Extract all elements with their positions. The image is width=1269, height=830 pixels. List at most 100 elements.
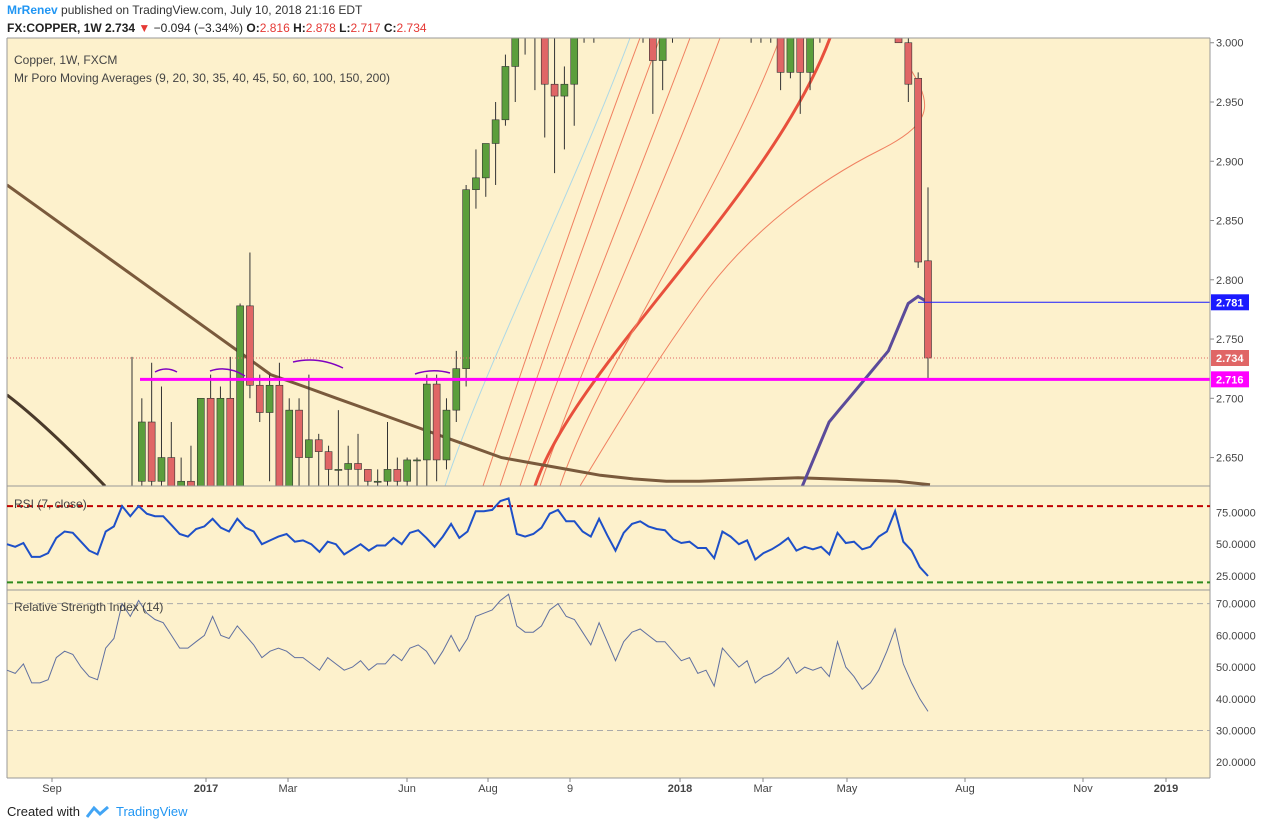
candle-body [550, 83, 559, 97]
ma-fan-line [444, 38, 631, 486]
candle [403, 457, 411, 486]
candle-body [177, 480, 185, 486]
candle-body [393, 469, 402, 482]
candle [750, 38, 752, 43]
price-tick-label: 2.950 [1216, 97, 1244, 109]
candle [275, 362, 284, 486]
price-axis: 3.000 2.950 2.900 2.850 2.800 2.750 2.700 2.650… [1210, 38, 1249, 465]
candle [640, 0, 647, 43]
price-tick-label: 2.850 [1216, 216, 1244, 228]
time-tick-label: Nov [1073, 783, 1093, 795]
price-marker-box [1211, 350, 1249, 366]
ma-purple-line [800, 294, 929, 486]
candle [560, 66, 569, 150]
candle-body [138, 421, 146, 482]
candle-body [501, 66, 510, 121]
candle-body [403, 459, 411, 482]
price-tick-label: 3.000 [1216, 38, 1244, 50]
candle-body [236, 305, 244, 486]
candle-body [669, 0, 676, 13]
price-tick-label: 2.650 [1216, 453, 1244, 465]
chart-background [7, 38, 1210, 778]
candle [904, 38, 913, 102]
candle-body [511, 38, 520, 67]
candle-body [481, 143, 490, 179]
candle-body [275, 384, 284, 486]
candle [305, 374, 313, 486]
candle [246, 252, 254, 399]
rsi7-panel[interactable]: 75.0000 50.0000 25.0000 [6, 497, 1256, 584]
time-tick-label: May [837, 783, 858, 795]
price-tick-label: 2.750 [1216, 334, 1244, 346]
candle-body [324, 451, 333, 470]
rsi14-panel[interactable]: 70.0000 60.0000 50.0000 40.0000 30.0000 20.00… [6, 593, 1256, 769]
candle-body [265, 384, 274, 413]
candle-body [305, 439, 313, 458]
candle-body [767, 0, 774, 19]
author-username[interactable]: MrRenev [7, 3, 58, 17]
down-arrow-icon: ▼ [138, 21, 151, 35]
ma-fan-line [533, 38, 832, 486]
high-label: H: [293, 21, 306, 35]
candle [423, 374, 431, 486]
drawing-curve [292, 359, 344, 369]
close-value: 2.734 [396, 21, 427, 35]
low-label: L: [339, 21, 351, 35]
ma-fan-line [519, 38, 691, 486]
candle [914, 72, 922, 268]
candle-body [816, 0, 823, 7]
price-panel[interactable] [6, 0, 1211, 779]
candle [511, 38, 520, 102]
candle-body [452, 368, 461, 411]
candle-body [226, 397, 235, 486]
candle [501, 54, 510, 126]
rsi-line [6, 593, 929, 712]
candle-body [157, 457, 166, 482]
price-marker-label: 2.781 [1216, 297, 1244, 309]
candle-body [216, 397, 225, 486]
candle [255, 374, 264, 422]
candle-body [649, 38, 657, 61]
candle [649, 38, 657, 114]
candle [669, 0, 676, 43]
candle-body [640, 0, 647, 7]
candle [583, 38, 585, 43]
candle [767, 0, 774, 43]
candle [265, 374, 274, 482]
candle-body [894, 38, 903, 44]
rsi-tick-label: 25.0000 [1216, 571, 1256, 583]
time-tick-label: 2019 [1154, 783, 1178, 795]
candle-body [285, 409, 294, 486]
created-with-text: Created with [7, 804, 80, 819]
price-plot [7, 0, 932, 486]
price-marker: 2.734 [1211, 350, 1249, 366]
close-label: C: [383, 21, 397, 35]
tradingview-link[interactable]: TradingView [115, 804, 188, 819]
candle [816, 0, 823, 43]
candle [196, 397, 205, 486]
tradingview-logo-icon [85, 805, 109, 818]
candle-body [255, 384, 264, 413]
chart-title: Copper, 1W, FXCM [14, 53, 117, 67]
ma-dark-line [7, 393, 107, 486]
chart-area[interactable]: 3.000 2.950 2.900 2.850 2.800 2.750 2.700 2.650… [0, 0, 1269, 800]
candle [452, 350, 461, 422]
candle [324, 445, 333, 486]
candle [846, 0, 853, 7]
indicator-legend: Mr Poro Moving Averages (9, 20, 30, 35, … [14, 71, 390, 85]
candle-body [432, 383, 441, 461]
candle [364, 469, 372, 486]
price-tick-label: 2.800 [1216, 275, 1244, 287]
candle [147, 362, 156, 486]
rsi-tick-label: 75.0000 [1216, 507, 1256, 519]
candle-body [147, 421, 156, 482]
drawing-curve [414, 370, 451, 375]
candle-body [167, 457, 176, 486]
candle [344, 445, 352, 486]
candle-body [472, 177, 480, 191]
candle-body [354, 463, 362, 470]
rsi-tick-label: 20.0000 [1216, 757, 1256, 769]
candle-body [413, 459, 421, 462]
ma-fan-line [499, 38, 661, 486]
candle [550, 38, 559, 174]
